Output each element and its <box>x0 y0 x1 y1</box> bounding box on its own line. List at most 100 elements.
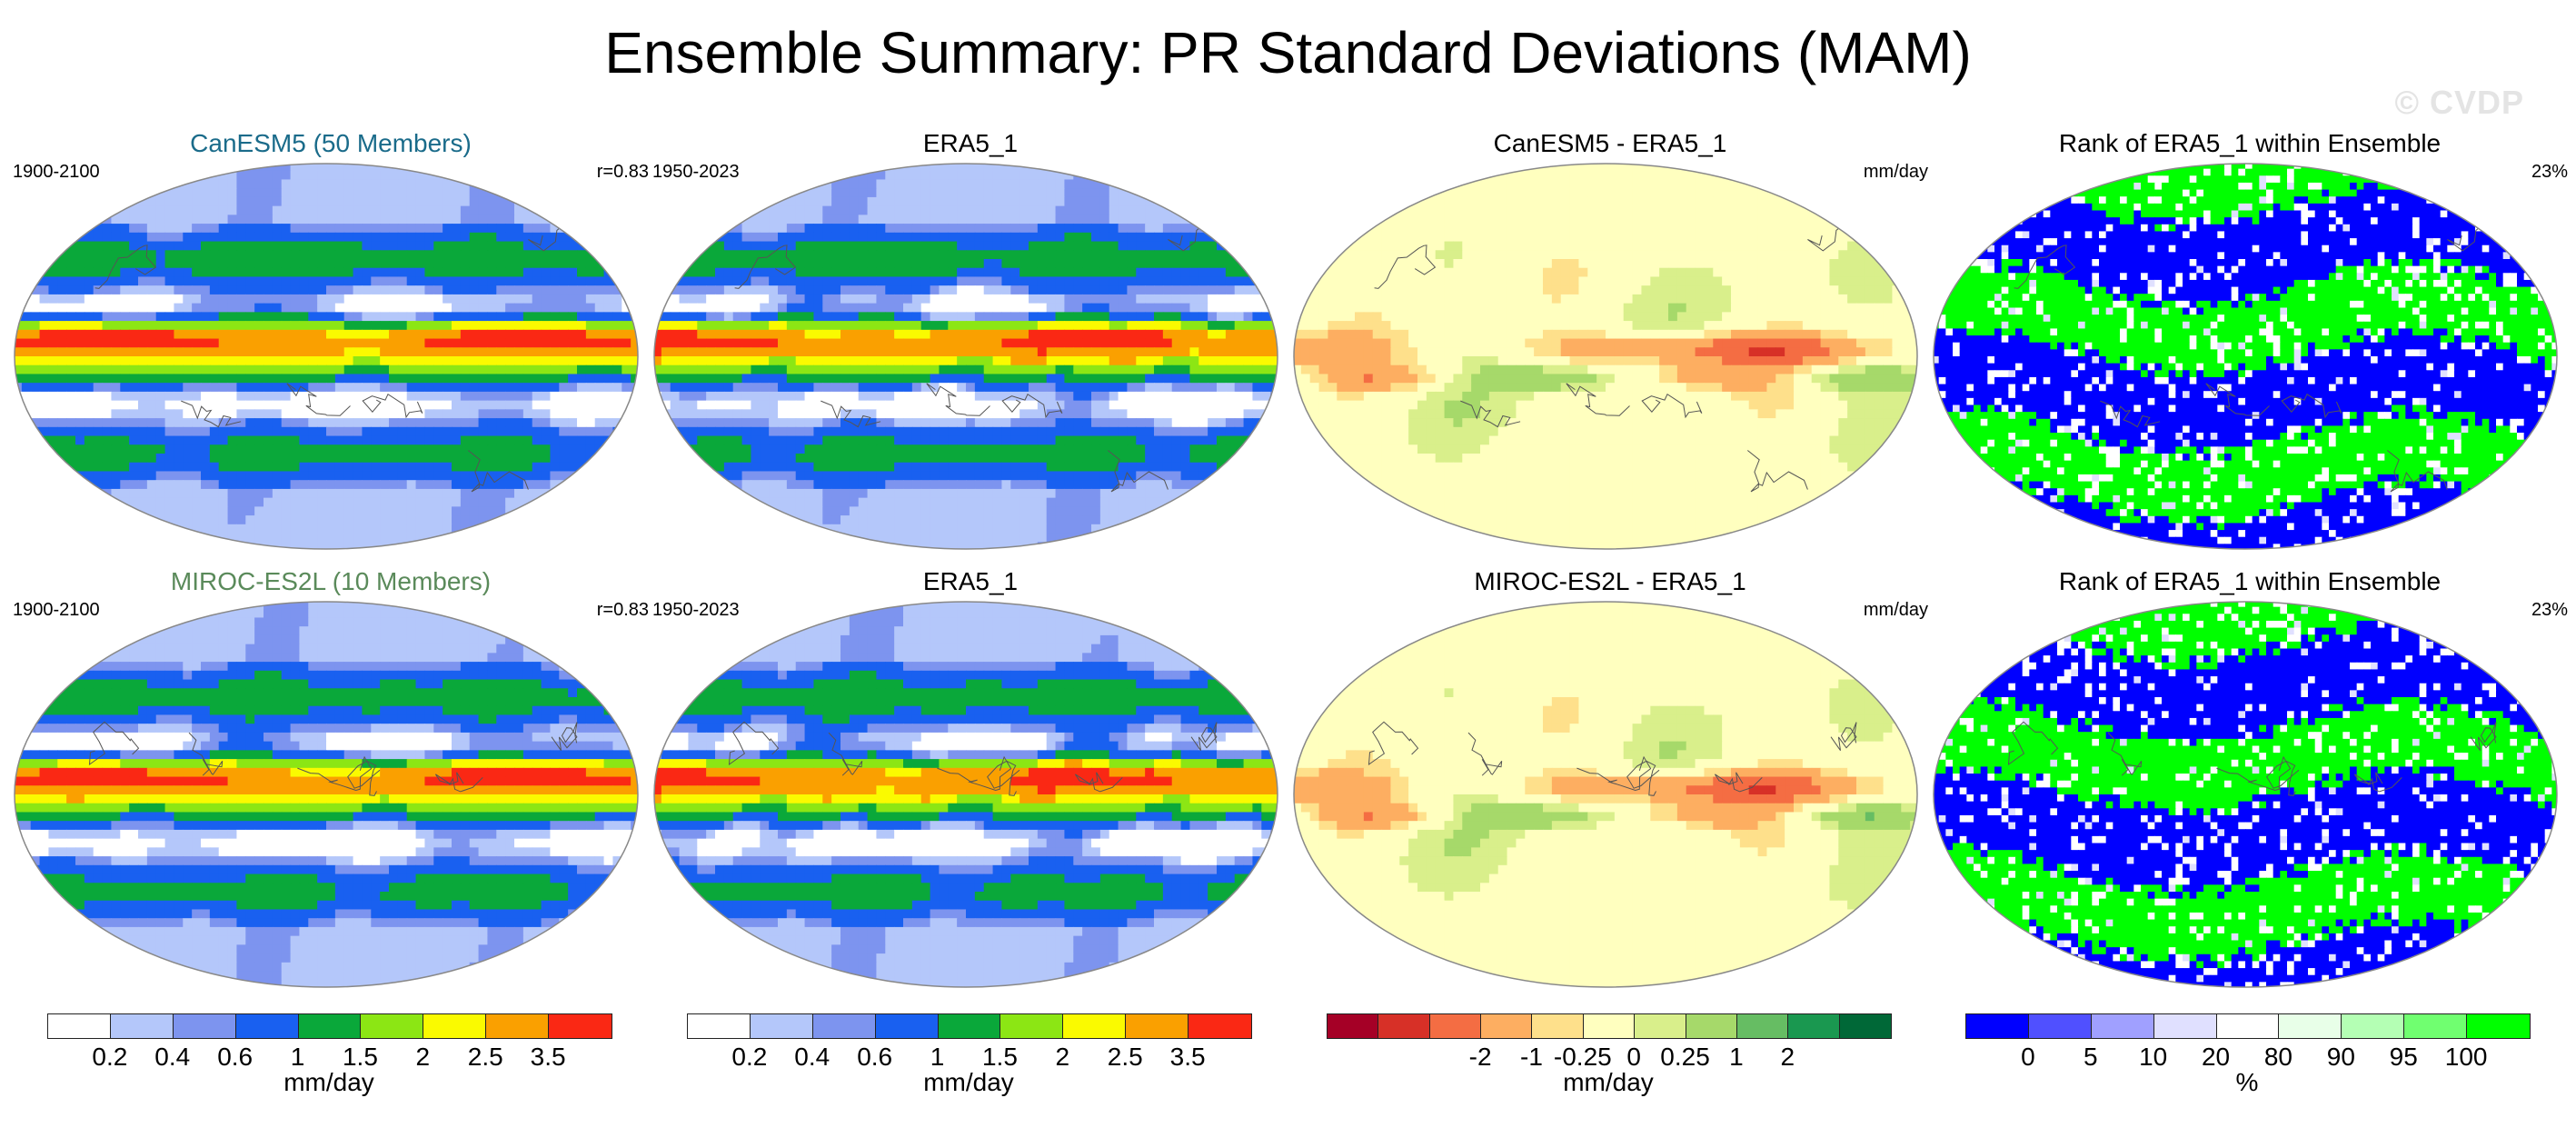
map-cell <box>603 471 614 481</box>
map-cell <box>155 488 166 499</box>
map-cell <box>550 259 560 269</box>
map-cell <box>911 329 922 340</box>
map-cell <box>795 312 806 322</box>
map-cell <box>1127 232 1137 243</box>
map-cell <box>264 241 274 251</box>
map-cell <box>1208 250 1218 260</box>
map-cell <box>164 259 175 269</box>
map-cell <box>822 347 832 357</box>
map-cell <box>111 321 121 331</box>
map-cell <box>723 215 734 225</box>
map-cell <box>813 347 823 357</box>
map-cell <box>1208 205 1218 215</box>
map-cell <box>1118 205 1129 215</box>
map-cell <box>1234 329 1245 340</box>
map-cell <box>496 179 506 189</box>
map-cell <box>155 542 166 549</box>
map-cell <box>876 179 886 189</box>
map-cell <box>903 329 913 340</box>
map-cell <box>831 303 841 313</box>
map-cell <box>751 170 761 181</box>
map-cell <box>236 224 246 234</box>
map-cell <box>760 224 770 234</box>
map-cell <box>30 383 41 393</box>
map-cell <box>183 276 193 286</box>
map-cell <box>532 374 542 384</box>
map-cell <box>299 391 309 402</box>
map-cell <box>334 329 345 340</box>
map-cell <box>362 356 372 366</box>
map-cell <box>622 506 632 516</box>
map-cell <box>84 347 94 357</box>
map-cell <box>146 267 157 278</box>
map-cell <box>227 329 238 340</box>
map-cell <box>1010 188 1020 198</box>
map-cell <box>522 471 533 481</box>
map-cell <box>478 435 489 445</box>
map-cell <box>1171 215 1182 225</box>
map-cell <box>1217 347 1227 357</box>
map-cell <box>966 374 976 384</box>
map-cell <box>920 312 931 322</box>
map-cell <box>1261 276 1271 286</box>
map-cell <box>415 383 426 393</box>
map-cell <box>406 462 417 473</box>
map-cell <box>1198 164 1208 172</box>
map-cell <box>66 426 76 437</box>
map-cell <box>227 241 238 251</box>
map-cell <box>1198 312 1208 322</box>
map-cell <box>371 232 381 243</box>
map-cell <box>723 267 734 278</box>
map-cell <box>786 347 797 357</box>
map-cell <box>1180 321 1191 331</box>
map-cell <box>201 356 211 366</box>
map-cell <box>362 444 372 454</box>
map-cell <box>102 435 113 445</box>
map-cell <box>930 241 940 251</box>
map-cell <box>505 205 515 215</box>
map-cell <box>654 347 662 357</box>
map-cell <box>1243 374 1254 384</box>
map-cell <box>1234 276 1245 286</box>
map-cell <box>415 303 426 313</box>
map-cell <box>281 454 292 464</box>
map-cell <box>326 215 336 225</box>
map-cell <box>723 364 734 375</box>
map-cell <box>706 164 716 172</box>
map-cell <box>541 276 552 286</box>
map-cell <box>622 542 632 549</box>
map-cell <box>452 356 462 366</box>
map-cell <box>568 542 578 549</box>
map-cell <box>433 454 443 464</box>
map-cell <box>218 329 229 340</box>
map-cell <box>603 232 614 243</box>
map-cell <box>966 383 976 393</box>
map-cell <box>1109 312 1119 322</box>
map-cell <box>343 454 354 464</box>
map-cell <box>1029 224 1039 234</box>
map-cell <box>452 179 462 189</box>
map-cell <box>272 374 283 384</box>
map-cell <box>254 321 264 331</box>
map-cell <box>30 188 41 198</box>
map-cell <box>218 321 229 331</box>
map-cell <box>1091 285 1101 295</box>
map-cell <box>670 164 681 172</box>
map-cell <box>751 267 761 278</box>
map-cell <box>1064 170 1074 181</box>
map-cell <box>957 259 967 269</box>
map-cell <box>164 444 175 454</box>
map-cell <box>245 267 255 278</box>
map-cell <box>992 347 1003 357</box>
map-cell <box>505 241 515 251</box>
map-cell <box>254 250 264 260</box>
map-cell <box>129 170 139 181</box>
map-cell <box>1189 294 1199 304</box>
map-cell <box>920 276 931 286</box>
map-cell <box>585 285 596 295</box>
map-cell <box>1198 179 1208 189</box>
map-cell <box>415 267 426 278</box>
map-cell <box>371 497 381 507</box>
map-cell <box>317 267 327 278</box>
map-cell <box>1091 215 1101 225</box>
